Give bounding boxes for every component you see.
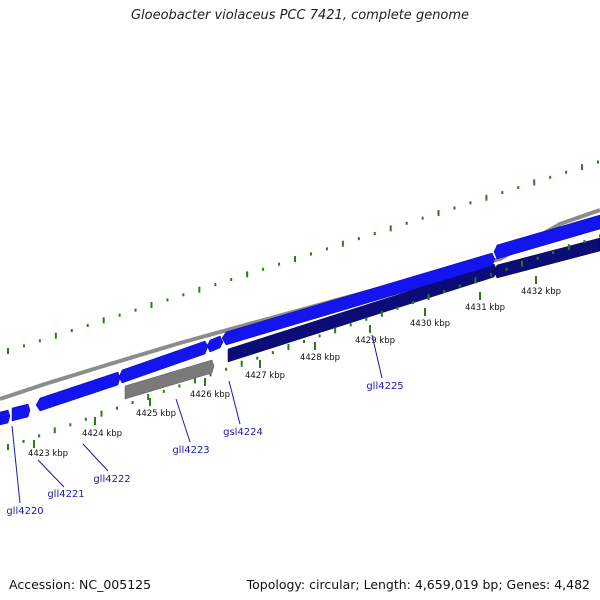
scale-label: 4427 kbp (245, 371, 285, 381)
gene-labels: gll4220 gll4221 gll4222 gll4223 gsl4224 gll42… (6, 334, 404, 517)
gene-label-leader (175, 398, 191, 443)
gene-label-leader (371, 334, 383, 379)
gene-arrow-forward-right[interactable] (493, 214, 600, 260)
gc-skew-inner-track (7, 234, 600, 450)
scale-label: 4430 kbp (410, 319, 450, 329)
gene-arrow-rna[interactable] (124, 359, 215, 400)
gene-label-gll4223[interactable]: gll4223 (172, 445, 209, 456)
topology-summary: Topology: circular; Length: 4,659,019 bp… (246, 577, 590, 592)
gene-arrow-gll4221[interactable] (11, 403, 31, 422)
gene-arrow-gsl4224[interactable] (227, 263, 498, 363)
scale-label: 4426 kbp (190, 390, 230, 400)
gene-label-leader (37, 459, 65, 488)
scale-label: 4423 kbp (28, 449, 68, 459)
gene-label-leader (11, 425, 21, 504)
gene-label-gll4221[interactable]: gll4221 (47, 489, 84, 500)
scale-label: 4431 kbp (465, 303, 505, 313)
gene-label-leader (82, 443, 109, 472)
gene-arrow-gll4220[interactable] (0, 409, 11, 426)
gene-label-gll4222[interactable]: gll4222 (93, 474, 130, 485)
gene-arrow-gll4225[interactable] (221, 252, 496, 346)
scale-label: 4424 kbp (82, 429, 122, 439)
scale-label: 4428 kbp (300, 353, 340, 363)
backbone-line (0, 208, 600, 401)
gene-arrow-gll4223[interactable] (118, 340, 209, 384)
gene-track (0, 214, 600, 426)
scale-labels: 4423 kbp 4424 kbp 4425 kbp 4426 kbp 4427 kbp… (28, 276, 561, 459)
gene-arrow-small[interactable] (206, 335, 224, 353)
gene-arrow-gll4222[interactable] (35, 371, 121, 412)
gene-label-gll4220[interactable]: gll4220 (6, 506, 43, 517)
map-title: Gloeobacter violaceus PCC 7421, complete… (130, 8, 470, 23)
gc-skew-outer-track (7, 160, 599, 354)
gene-label-gll4225[interactable]: gll4225 (366, 381, 403, 392)
scale-label: 4425 kbp (136, 409, 176, 419)
accession-text: Accession: NC_005125 (9, 577, 152, 592)
scale-label: 4432 kbp (521, 287, 561, 297)
gene-label-leader (228, 380, 241, 425)
gene-label-gsl4224[interactable]: gsl4224 (223, 427, 263, 438)
scale-label: 4429 kbp (355, 336, 395, 346)
gene-arrow-reverse-right[interactable] (493, 237, 600, 279)
